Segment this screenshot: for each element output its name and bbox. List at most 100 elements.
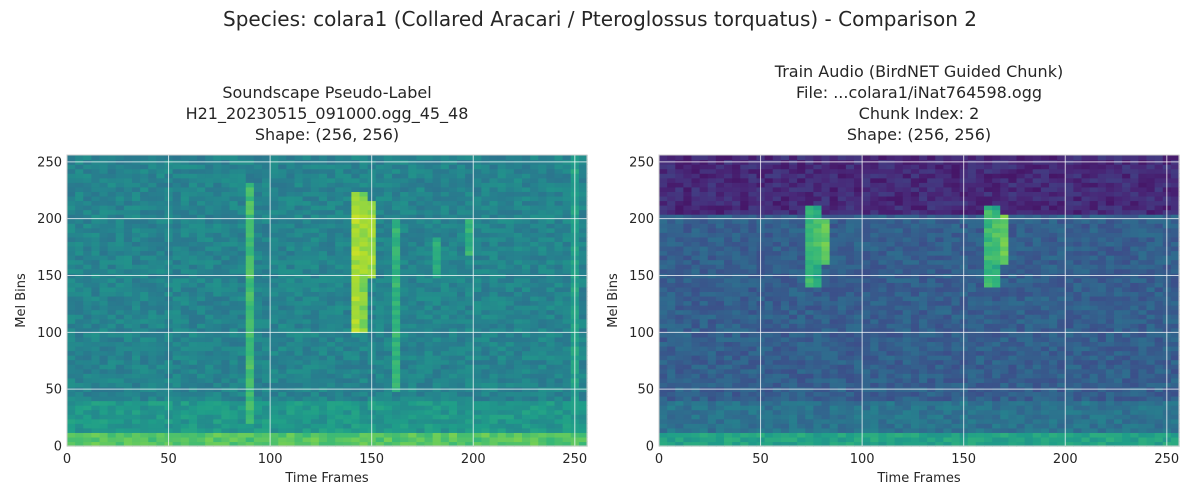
heatmap-cell [91,214,101,220]
heatmap-cell [1105,436,1115,443]
heatmap-cell [1105,405,1115,411]
heatmap-cell [335,209,344,215]
heatmap-cell [772,414,782,420]
heatmap-cell [343,282,352,288]
heatmap-cell [440,305,450,311]
heatmap-cell [440,405,450,411]
heatmap-cell [392,327,401,333]
heatmap-cell [318,400,328,406]
heatmap-cell [424,223,434,229]
heatmap-cell [554,286,564,293]
heatmap-cell [83,414,92,420]
heatmap-cell [197,364,206,370]
heatmap-cell [489,227,499,233]
heatmap-cell [675,405,684,411]
heatmap-cell [667,382,676,388]
heatmap-cell [188,309,198,315]
heatmap-cell [318,200,328,206]
heatmap-cell [538,368,547,374]
heatmap-cell [359,355,369,361]
heatmap-cell [465,305,474,311]
heatmap-cell [821,382,831,388]
heatmap-cell [530,295,539,302]
heatmap-cell [148,155,157,161]
heatmap-cell [107,264,117,270]
heatmap-cell [805,409,814,415]
heatmap-cell [530,377,539,383]
heatmap-cell [221,218,231,224]
heatmap-cell [878,400,888,406]
heatmap-cell [522,259,531,265]
heatmap-cell [489,345,499,352]
heatmap-cell [481,309,491,315]
heatmap-cell [253,355,263,361]
heatmap-cell [148,436,157,443]
heatmap-cell [1016,391,1026,397]
heatmap-cell [302,295,312,302]
heatmap-cell [578,200,588,206]
heatmap-cell [505,255,515,261]
heatmap-cell [724,400,733,406]
heatmap-cell [1024,400,1034,406]
heatmap-cell [140,332,149,338]
heatmap-cell [91,427,101,433]
heatmap-cell [432,173,442,179]
heatmap-cell [75,327,84,333]
heatmap-cell [343,214,352,220]
heatmap-cell [188,241,198,247]
heatmap-cell [546,305,556,311]
heatmap-cell [132,373,141,379]
heatmap-cell [229,318,239,324]
heatmap-cell [513,368,523,374]
heatmap-cell [229,350,239,356]
heatmap-cell [132,355,141,361]
heatmap-cell [1040,391,1050,397]
heatmap-cell [967,400,977,406]
heatmap-cell [975,427,985,433]
heatmap-cell [951,418,961,424]
heatmap-cell [156,214,166,220]
heatmap-cell [278,227,287,233]
heatmap-cell [172,364,182,370]
heatmap-cell [172,423,182,429]
heatmap-cell [188,205,198,211]
heatmap-cell [457,405,466,411]
heatmap-cell [115,164,125,170]
heatmap-cell [294,409,304,415]
heatmap-cell [821,432,831,438]
heatmap-cell [278,400,287,406]
heatmap-cell [522,309,531,315]
heatmap-cell [221,414,231,420]
heatmap-cell [75,368,84,374]
heatmap-cell [115,236,125,242]
heatmap-cell [375,205,385,211]
heatmap-cell [375,409,385,415]
heatmap-cell [302,282,312,288]
heatmap-cell [172,282,182,288]
heatmap-cell [294,241,304,247]
heatmap-cell [530,173,539,179]
heatmap-cell [489,350,499,356]
heatmap-cell [497,368,507,374]
heatmap-cell [156,191,166,197]
heatmap-cell [530,300,539,306]
heatmap-cell [115,391,125,397]
heatmap-cell [416,277,426,283]
heatmap-cell [432,200,442,206]
heatmap-cell [432,441,442,447]
heatmap-cell [659,432,668,438]
heatmap-cell [489,268,499,274]
heatmap-cell [465,191,474,197]
heatmap-cell [286,359,296,365]
heatmap-cell [392,164,401,170]
heatmap-cell [327,200,336,206]
heatmap-cell [424,395,434,402]
heatmap-cell [213,291,222,297]
heatmap-cell [237,218,247,224]
heatmap-cell [878,414,888,420]
heatmap-cell [229,209,239,215]
heatmap-cell [578,341,588,347]
heatmap-cell [343,364,352,370]
heatmap-cell [562,314,572,320]
heatmap-cell [473,318,482,324]
